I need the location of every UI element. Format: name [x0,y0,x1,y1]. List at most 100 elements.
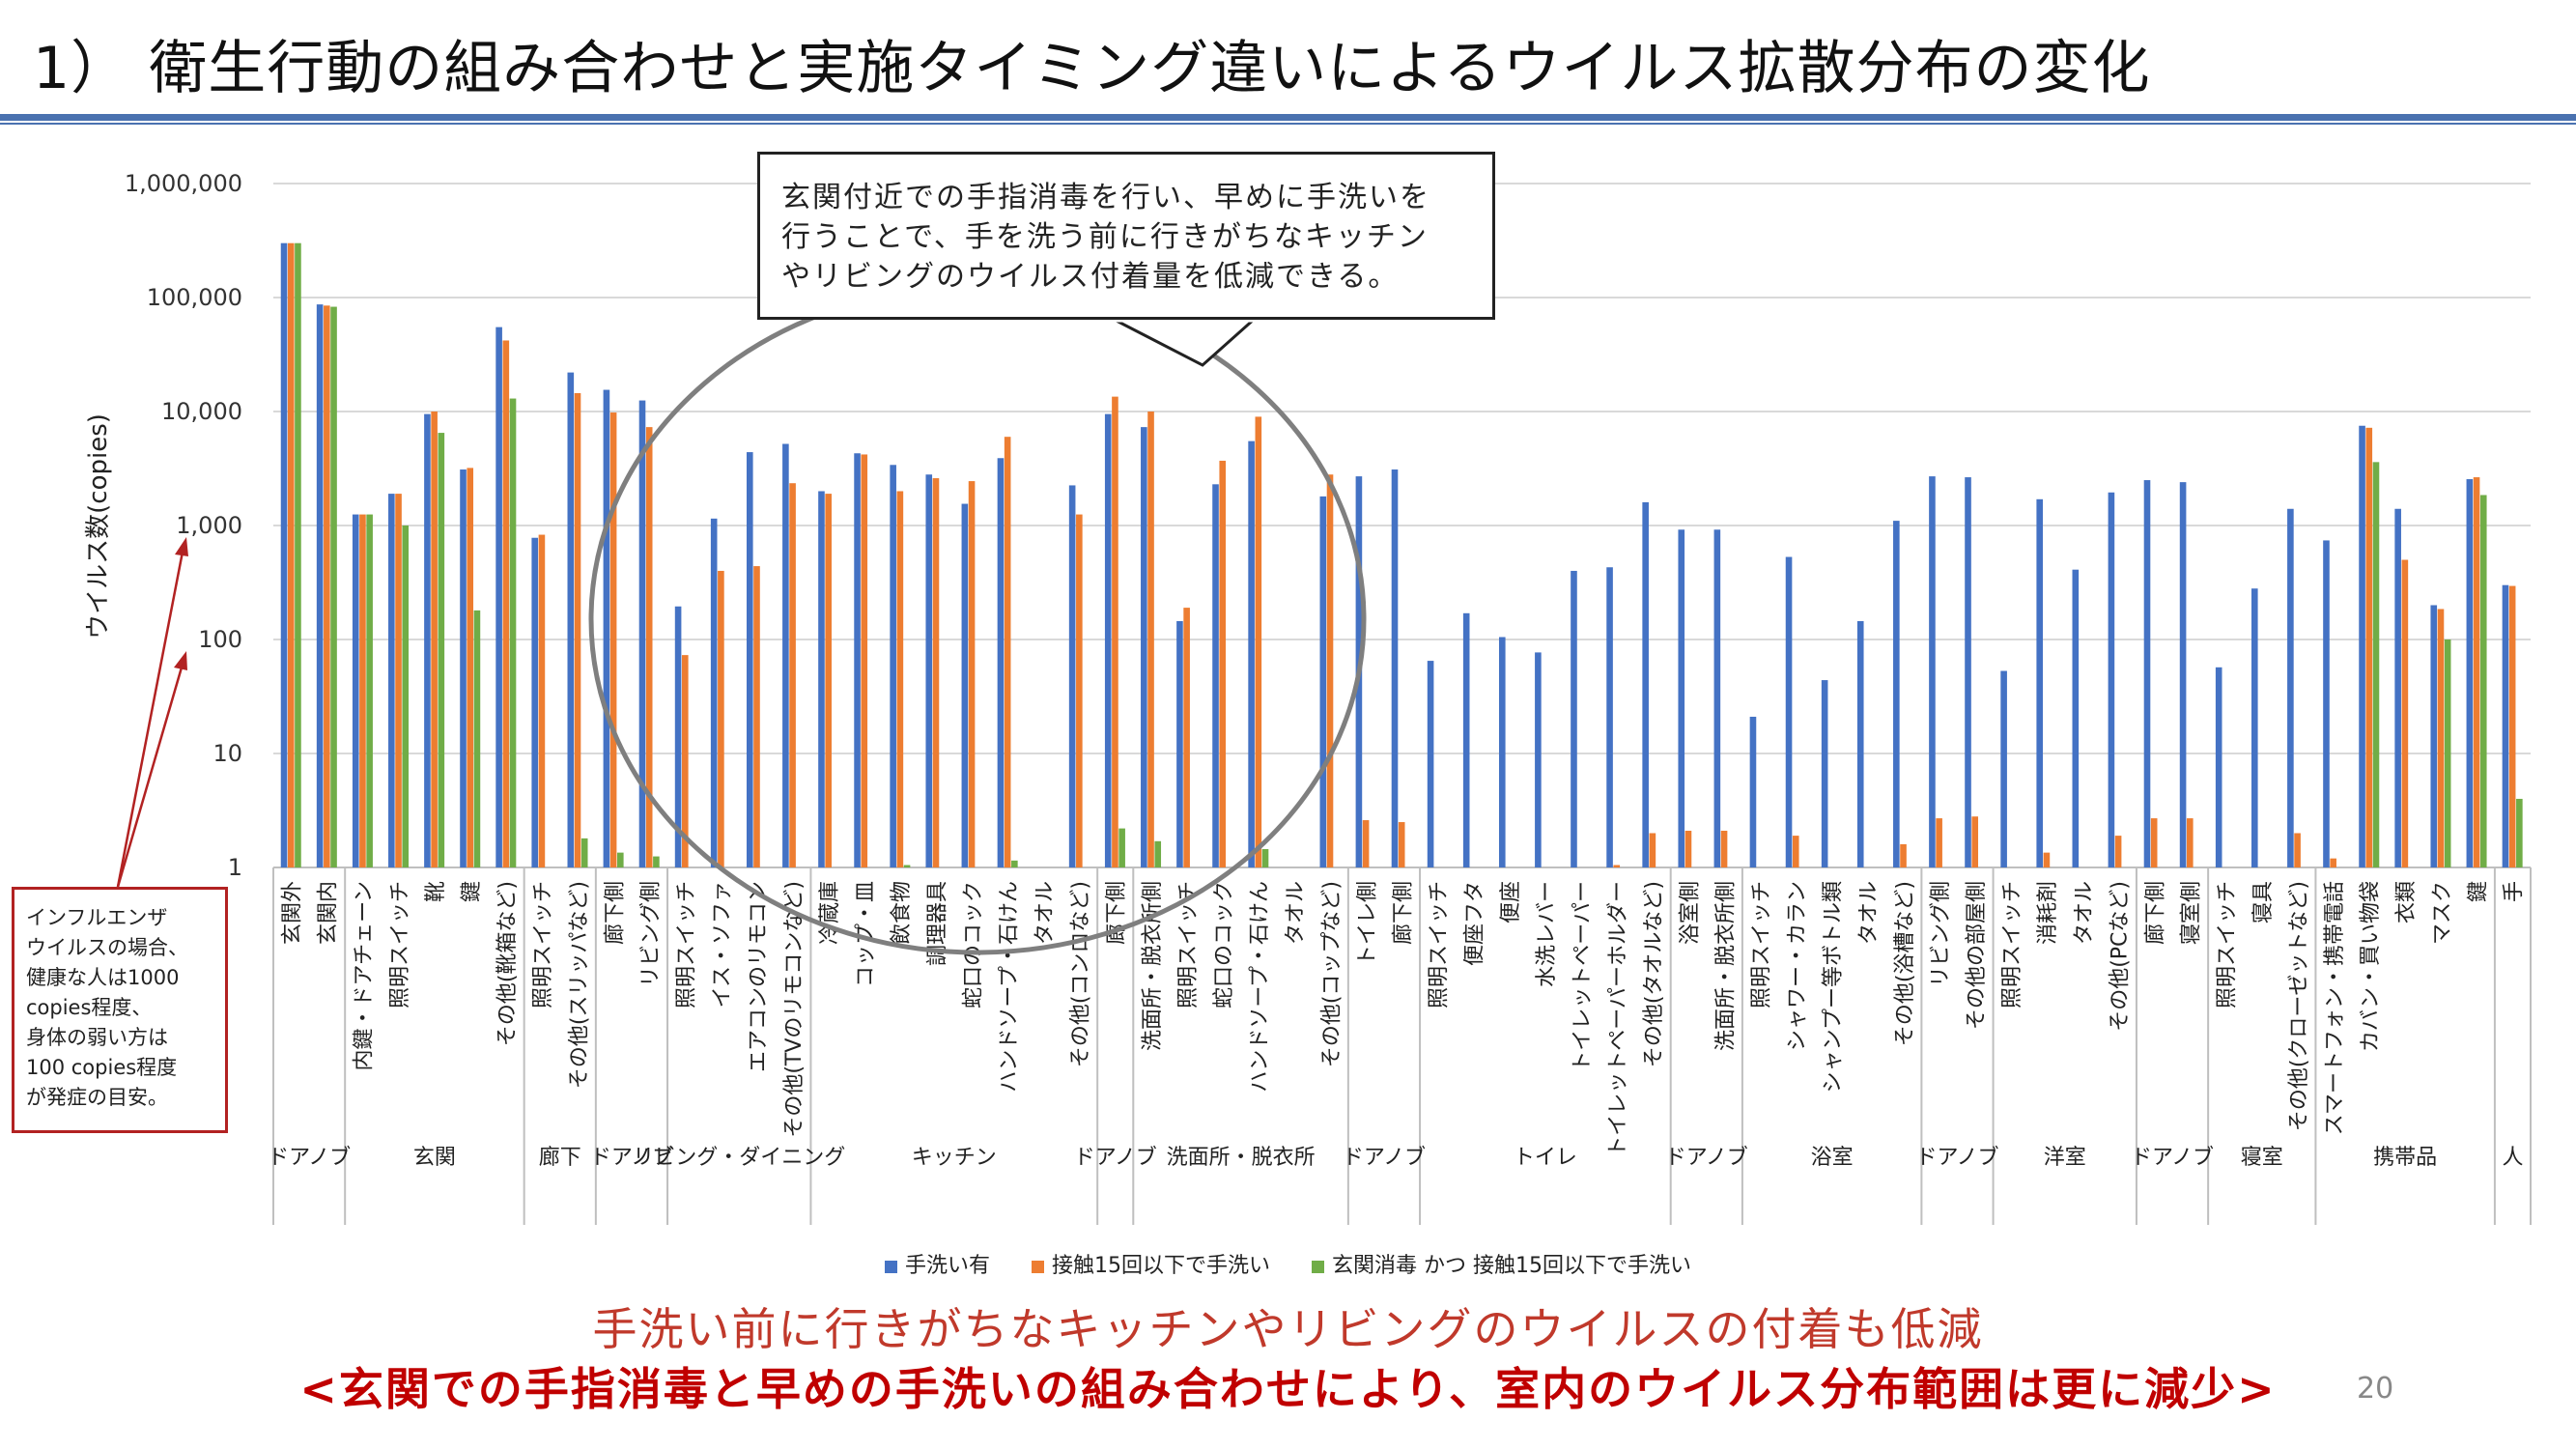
group-label: 洋室 [2044,1146,2086,1170]
bar-series-2 [2294,833,2301,867]
category-label: タオル [2072,881,2096,945]
bar-series-1 [1104,413,1112,867]
y-tick-label: 10 [212,740,242,767]
category-label: 寝室側 [2180,881,2204,945]
category-label: マスク [2430,881,2454,945]
bar-series-1 [925,474,933,867]
bar-series-1 [1248,440,1255,867]
group-label: 人 [2502,1146,2523,1170]
category-label: トイレットペーパー [1571,881,1595,1072]
bar-series-1 [1462,612,1470,867]
category-label: 照明スイッチ [1428,881,1452,1009]
category-label: その他(TVのリモコンなど) [782,881,807,1138]
category-label: 便座 [1499,881,1523,923]
category-label: 鍵 [2466,881,2490,902]
category-label: 玄関内 [317,881,341,945]
bar-series-2 [1076,514,1083,867]
category-label: 消耗剤 [2036,881,2060,945]
bar-series-1 [674,606,682,867]
legend-swatch-blue [885,1260,897,1273]
category-label: スマートフォン・携帯電話 [2323,881,2347,1135]
bar-series-1 [1785,556,1793,867]
bar-series-1 [388,494,395,867]
bar-series-1 [1176,620,1183,867]
legend-label-series-2: 接触15回以下で手洗い [1052,1254,1271,1278]
bar-series-2 [431,412,438,867]
category-label: 蛇口のコック [1212,881,1236,1009]
bar-series-1 [1141,427,1147,867]
group-label: 洗面所・脱衣所 [1167,1146,1316,1170]
bar-series-3 [2516,798,2523,867]
group-label: ドアノブ [2131,1146,2214,1170]
bar-series-2 [1720,830,1728,867]
bar-series-3 [1118,828,1125,867]
bar-series-3 [1261,848,1269,867]
category-label: 水洗レバー [1535,881,1559,987]
group-label: 携帯品 [2373,1146,2437,1170]
bar-series-2 [718,570,724,867]
bar-series-1 [1212,484,1219,867]
bar-series-2 [395,494,402,867]
bar-series-1 [531,537,539,867]
arrowhead-100 [174,651,187,670]
bar-series-3 [366,514,373,867]
bar-series-1 [1856,620,1864,867]
bar-series-1 [782,443,789,867]
bar-series-2 [2365,427,2373,867]
category-label: その他の部屋側 [1965,881,1989,1030]
arrow-to-100 [116,660,185,888]
bar-series-2 [2330,858,2336,867]
bar-series-1 [890,465,896,867]
category-label: 廊下側 [1392,881,1416,945]
bar-series-1 [1678,529,1685,867]
bar-series-1 [2179,482,2187,867]
legend-item-series-1: 手洗い有 [885,1248,990,1279]
bar-series-1 [280,242,288,867]
category-label: 冷蔵庫 [818,881,842,945]
bar-series-2 [1326,474,1334,867]
bar-series-1 [1965,477,1971,867]
category-label: その他(靴箱など) [495,881,520,1046]
bar-series-1 [2287,508,2294,867]
bar-series-1 [2000,670,2007,867]
category-label: 浴室側 [1678,881,1702,945]
category-label: その他(PCなど) [2108,881,2132,1032]
bar-series-2 [359,514,366,867]
bar-series-1 [997,458,1005,867]
category-label: その他(クローゼットなど) [2287,881,2311,1131]
bar-series-1 [1571,570,1577,867]
category-label: 手 [2502,881,2526,902]
category-label: リビング側 [1929,881,1953,987]
group-label: 寝室 [2241,1146,2283,1170]
bar-series-2 [2508,585,2516,867]
bar-series-1 [2466,479,2474,867]
chart-legend: 手洗い有 接触15回以下で手洗い 玄関消毒 かつ 接触15回以下で手洗い [0,1248,2576,1279]
bar-series-2 [896,491,904,867]
category-label: 照明スイッチ [2000,881,2024,1009]
bar-series-1 [961,503,969,867]
bar-series-2 [1004,437,1011,867]
category-label: 照明スイッチ [675,881,699,1009]
bar-series-3 [2479,495,2487,867]
category-label: 照明スイッチ [388,881,412,1009]
bar-series-2 [1398,822,1405,867]
bar-series-2 [645,427,653,867]
bar-series-1 [2250,588,2258,867]
group-label: リビング・ダイニング [633,1146,845,1170]
y-axis-label: ウイルス数(copies) [84,413,113,639]
category-label: タオル [1033,881,1058,945]
category-label: タオル [1857,881,1882,945]
bar-series-2 [1147,412,1154,867]
bar-series-3 [473,610,481,867]
bar-series-1 [1319,496,1327,867]
bar-series-2 [2043,852,2051,867]
bar-series-3 [653,856,660,867]
bar-series-1 [495,327,502,867]
bar-series-1 [2215,667,2222,867]
group-label: ドアノブ [1074,1146,1157,1170]
category-label: シャワー・カラン [1786,881,1810,1051]
bar-series-2 [789,483,796,867]
group-label: ドアノブ [1343,1146,1426,1170]
bar-series-2 [681,655,689,867]
bar-series-1 [1606,567,1613,867]
